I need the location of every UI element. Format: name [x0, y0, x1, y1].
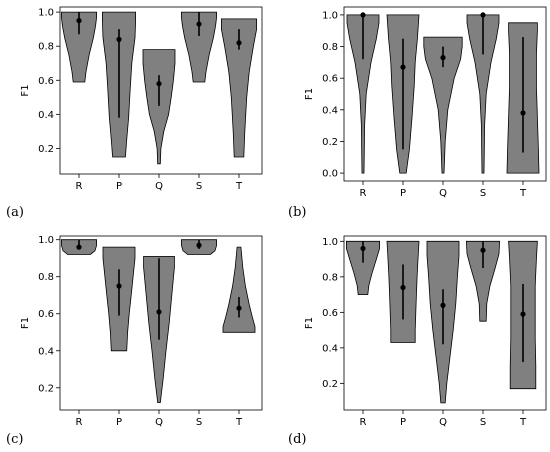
y-tick-label: 1.0: [38, 8, 54, 19]
median-point-R: [76, 244, 82, 250]
y-tick-label: 1.0: [38, 235, 54, 246]
plot-frame: [343, 6, 547, 182]
violin-S: [465, 240, 501, 322]
violin-Q: [142, 49, 176, 165]
y-axis-label: F1: [20, 84, 31, 96]
x-tick-label-Q: Q: [439, 417, 447, 428]
violin-Q: [423, 36, 463, 174]
median-point-S: [196, 242, 202, 248]
y-tick-label: 0.2: [322, 137, 338, 148]
panel-label: (a): [6, 205, 24, 220]
median-point-T: [520, 110, 526, 116]
y-tick-label: 0.8: [38, 272, 54, 283]
y-tick-label: 1.0: [322, 237, 338, 248]
x-tick-label-T: T: [519, 417, 527, 428]
y-tick-label: 0.2: [322, 379, 338, 390]
violin-S: [180, 11, 218, 83]
violin-R: [346, 14, 380, 174]
y-axis-label: F1: [304, 88, 315, 100]
x-tick-label-P: P: [116, 417, 122, 428]
violin-S: [466, 14, 500, 174]
x-tick-label-S: S: [480, 188, 486, 199]
x-tick-label-P: P: [116, 181, 122, 192]
plot-frame: [59, 235, 263, 411]
y-tick-label: 0.8: [38, 42, 54, 53]
y-axis-label: F1: [20, 317, 31, 329]
x-tick-label-Q: Q: [439, 188, 447, 199]
plot-frame: [59, 6, 263, 175]
median-point-T: [520, 311, 526, 317]
violin-R: [61, 11, 97, 83]
y-axis-label: F1: [304, 317, 315, 329]
plot-frame: [343, 235, 547, 411]
median-point-R: [360, 245, 366, 252]
median-point-Q: [440, 302, 446, 308]
panel-label: (d): [288, 432, 306, 447]
x-tick-label-Q: Q: [155, 417, 163, 428]
y-tick-label: 0.8: [322, 42, 338, 53]
x-tick-label-P: P: [400, 188, 406, 199]
y-tick-label: 0.6: [322, 74, 338, 85]
chart-panel-c: 0.2 0.4 0.6 0.8 1.0 R P Q S T F1 (c): [6, 235, 263, 447]
y-tick-label: 0.6: [322, 308, 338, 319]
y-tick-label: 0.0: [322, 169, 338, 180]
chart-panel-d: 0.2 0.4 0.6 0.8 1.0 R P Q S T F1 (d): [288, 235, 547, 447]
y-tick-label: 0.2: [38, 383, 54, 394]
y-tick-label: 1.0: [322, 10, 338, 21]
x-tick-label-R: R: [76, 181, 83, 192]
x-tick-label-T: T: [235, 417, 243, 428]
panel-label: (b): [288, 205, 306, 220]
x-tick-label-S: S: [480, 417, 486, 428]
median-point-P: [116, 36, 122, 42]
panel-label: (c): [6, 432, 23, 447]
x-tick-label-R: R: [76, 417, 83, 428]
chart-panel-a: 0.2 0.4 0.6 0.8 1.0 R P Q S T F1 (a): [6, 6, 263, 220]
x-tick-label-P: P: [400, 417, 406, 428]
chart-panel-b: 0.0 0.2 0.4 0.6 0.8 1.0 R P Q S T F1 (b): [288, 6, 547, 220]
median-point-Q: [440, 55, 446, 61]
median-point-T: [236, 305, 242, 311]
y-tick-label: 0.2: [38, 144, 54, 155]
violin-T: [220, 18, 258, 158]
median-point-P: [400, 284, 406, 291]
median-point-R: [360, 12, 366, 18]
median-point-Q: [156, 81, 162, 87]
y-tick-label: 0.6: [38, 309, 54, 320]
y-tick-label: 0.4: [38, 346, 54, 357]
median-point-S: [480, 247, 486, 253]
median-point-P: [116, 283, 122, 289]
y-tick-label: 0.4: [322, 343, 338, 354]
violin-R: [345, 240, 381, 296]
median-point-R: [76, 18, 82, 24]
x-tick-label-S: S: [196, 417, 202, 428]
x-tick-label-T: T: [519, 188, 527, 199]
median-point-S: [196, 21, 202, 27]
x-tick-label-S: S: [196, 181, 202, 192]
y-tick-label: 0.8: [322, 272, 338, 283]
median-point-S: [480, 12, 486, 18]
y-tick-label: 0.4: [322, 105, 338, 116]
median-point-T: [236, 40, 242, 46]
y-tick-label: 0.4: [38, 110, 54, 121]
violin-T: [222, 246, 256, 333]
x-tick-label-R: R: [360, 188, 367, 199]
median-point-P: [400, 64, 406, 70]
y-tick-label: 0.6: [38, 76, 54, 87]
x-tick-label-R: R: [360, 417, 367, 428]
x-tick-label-Q: Q: [155, 181, 163, 192]
x-tick-label-T: T: [235, 181, 243, 192]
median-point-Q: [156, 309, 162, 315]
